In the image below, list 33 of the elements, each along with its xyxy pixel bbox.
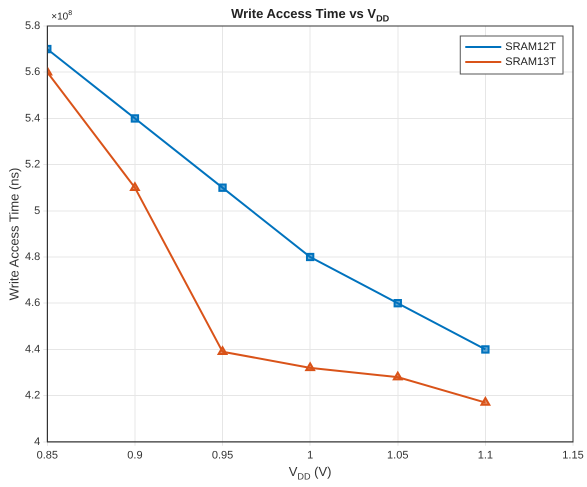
y-tick-label: 4.2	[24, 390, 40, 402]
point	[392, 372, 403, 380]
x-axis-title: V$_{DD}$ (V)	[288, 464, 332, 482]
y-tick-label: 5.8	[24, 20, 40, 32]
point	[130, 182, 140, 191]
y-tick-label: 4	[34, 436, 40, 448]
y-tick-label: 5.4	[24, 112, 40, 124]
x-tick-label: 1	[307, 449, 314, 462]
y-tick-label: 4.4	[24, 343, 40, 356]
x-tick-label: 1.05	[387, 449, 408, 462]
x-tick-label: 0.95	[212, 449, 234, 462]
point	[481, 345, 490, 354]
point	[218, 346, 228, 355]
point	[305, 362, 316, 372]
text: ×10$^{8}$	[51, 10, 72, 22]
y-tick-label: 4.8	[24, 251, 40, 264]
point	[394, 299, 402, 308]
point	[306, 252, 314, 262]
chart-title: Write Access Time vs V$_{DD}$	[231, 6, 390, 24]
x-tick-label: 1.1	[478, 449, 494, 462]
y-tick-label: 5	[34, 204, 40, 217]
point	[130, 114, 140, 123]
y-tick-label: 5.6	[24, 66, 40, 78]
point	[218, 184, 227, 192]
legend-label: SRAM12T	[505, 41, 556, 54]
x-tick-label: 1.15	[562, 449, 584, 462]
x-tick-label: 0.9	[127, 449, 143, 462]
y-tick-label: 5.2	[24, 158, 40, 171]
point	[480, 397, 490, 406]
y-tick-label: 4.6	[24, 297, 40, 310]
y-axis-title: Write Access Time (ns)	[6, 168, 22, 300]
legend-label: SRAM13T	[505, 56, 556, 68]
x-tick-label: 0.85	[36, 449, 58, 462]
